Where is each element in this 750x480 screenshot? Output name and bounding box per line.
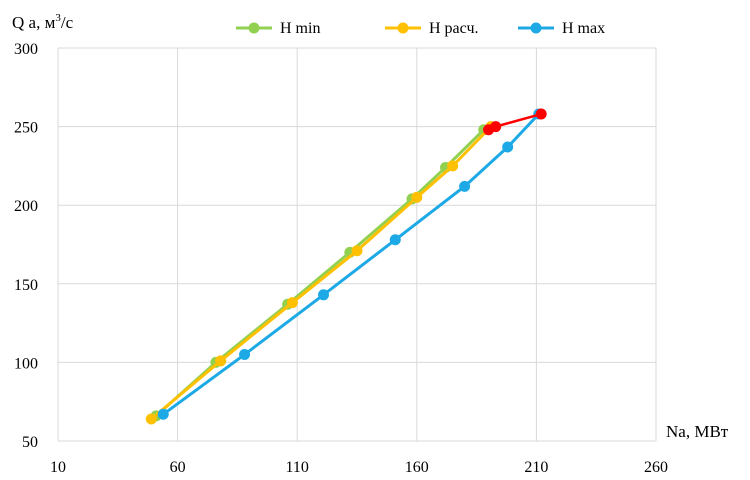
- legend-marker: [248, 22, 260, 34]
- data-point: [502, 141, 514, 153]
- series-group: [145, 108, 547, 425]
- legend-marker: [397, 22, 409, 34]
- data-point: [286, 297, 298, 309]
- x-tick-label: 10: [50, 459, 66, 476]
- y-axis-title-tail: /с: [61, 13, 74, 32]
- y-tick-label: 300: [14, 41, 38, 58]
- y-tick-label: 250: [14, 120, 38, 137]
- data-point: [447, 160, 459, 172]
- x-tick-label: 210: [524, 459, 548, 476]
- y-tick-label: 150: [14, 277, 38, 294]
- series-line: [150, 125, 493, 421]
- data-point: [411, 191, 423, 203]
- series-line: [162, 112, 540, 416]
- legend-label: H max: [562, 20, 605, 37]
- legend: H min H расч. H max: [236, 20, 605, 37]
- tick-labels: 10 60 110 160 210 260 50 100 150 200 250 300: [14, 41, 668, 476]
- x-tick-label: 160: [405, 459, 429, 476]
- y-tick-label: 50: [22, 434, 38, 451]
- grid-lines: [57, 47, 657, 442]
- x-tick-label: 260: [644, 459, 668, 476]
- data-point: [157, 408, 169, 420]
- x-axis-title: Na, МВт: [666, 422, 729, 441]
- legend-label: H расч.: [429, 20, 478, 37]
- data-point: [351, 245, 363, 257]
- y-axis-title-sup: 3: [55, 12, 61, 24]
- data-point: [215, 355, 227, 367]
- y-axis-title-main: Q а, м: [12, 13, 56, 32]
- x-tick-label: 60: [170, 459, 186, 476]
- y-tick-label: 100: [14, 355, 38, 372]
- y-tick-label: 200: [14, 198, 38, 215]
- data-point: [459, 180, 471, 192]
- data-point: [239, 349, 251, 361]
- data-point: [145, 413, 157, 425]
- legend-label: H min: [280, 20, 320, 37]
- y-axis-title: Q а, м3/с: [12, 12, 74, 32]
- limit-point: [490, 121, 502, 133]
- legend-marker: [530, 22, 542, 34]
- data-point: [389, 234, 401, 246]
- x-tick-label: 110: [285, 459, 308, 476]
- data-point: [318, 289, 330, 301]
- limit-point: [535, 108, 547, 120]
